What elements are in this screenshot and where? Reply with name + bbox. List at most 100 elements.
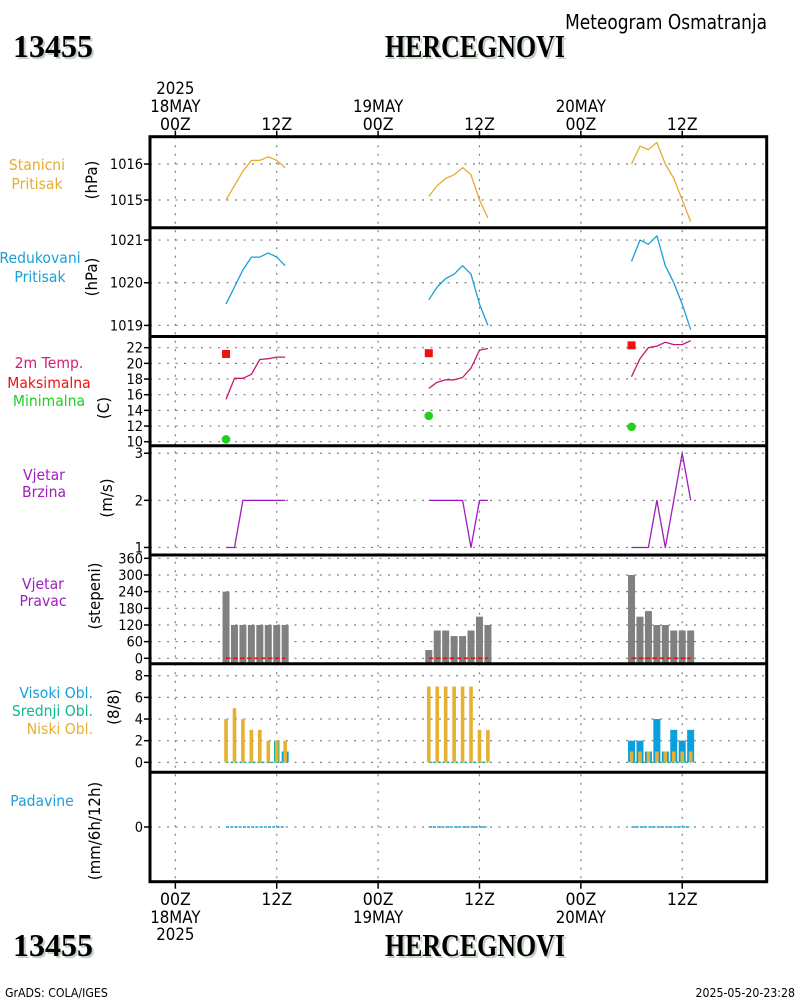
year-label-bottom: 2025 [156,924,194,944]
time-tick-label-bottom: 00Z [160,889,191,909]
y-tick-label: 60 [126,634,143,651]
panel-label: Niski Obl. [27,722,93,738]
y-tick-label: 1 [135,540,143,557]
bar-vjetar-pravac [670,630,678,664]
panel-unit-label: (hPa) [83,258,101,297]
generation-timestamp: 2025-05-20-23:28 [695,985,795,1000]
bar-vjetar-pravac [230,624,238,664]
y-tick-label: 300 [118,567,143,584]
bar-vjetar-pravac [475,616,483,664]
bar-vjetar-pravac [425,649,433,664]
series-line-segment [630,235,692,330]
y-tick-label: 2 [135,493,143,510]
bar-niski-obl- [232,708,237,763]
time-tick-label-top: 12Z [464,114,495,134]
panel-label: Brzina [22,485,66,501]
panel-label: 2m Temp. [15,356,84,372]
panel-label: Padavine [10,794,74,810]
bar-vjetar-pravac [687,630,695,664]
series-line-segment [630,340,691,377]
time-tick-label-bottom: 12Z [464,889,495,909]
date-label-top: 19MAY [353,96,403,116]
panel-unit-label: (stepeni) [86,563,104,630]
date-label-top: 20MAY [556,96,606,116]
min-temp-marker [627,422,636,432]
bar-niski-obl- [680,751,685,763]
date-label-bottom: 20MAY [556,907,606,927]
station-name-shadow: HERCEGNOVI [387,32,567,67]
bar-vjetar-pravac [273,624,281,664]
panel-label: Minimalna [13,394,85,410]
y-tick-label: 4 [135,711,143,728]
footer-station-name-shadow: HERCEGNOVI [387,931,567,966]
y-tick-label: 1021 [110,233,143,250]
y-tick-label: 0 [135,819,143,836]
date-label-bottom: 18MAY [150,907,200,927]
y-tick-label: 22 [126,340,143,357]
grads-credit: GrADS: COLA/IGES [5,985,108,1000]
time-tick-label-top: 00Z [565,114,596,134]
bar-visoki-obl- [687,729,695,763]
bar-vjetar-pravac [484,624,492,664]
panel-unit-label: (m/s) [98,478,116,517]
bar-vjetar-pravac [264,624,272,664]
bar-visoki-obl- [670,729,678,763]
panel-unit-label: (8/8) [105,689,123,725]
year-label-top: 2025 [156,78,194,98]
chart-title: Meteogram Osmatranja [565,12,767,35]
max-temp-marker [222,349,231,358]
footer-station-id-shadow: 13455 [15,929,95,965]
date-label-bottom: 19MAY [353,907,403,927]
y-tick-label: 240 [118,584,143,601]
panel-label: Vjetar [23,468,65,484]
y-tick-label: 2 [135,733,143,750]
bar-niski-obl- [646,751,651,763]
axis-layer: 00Z00Z18MAY18MAY2025202512Z12Z00Z00Z19MA… [0,78,698,944]
panel-label: Pravac [19,594,66,610]
frame-layer [148,135,769,884]
time-tick-label-top: 12Z [261,114,292,134]
series-line-segment [225,156,286,201]
time-tick-label-top: 00Z [160,114,191,134]
bar-vjetar-pravac [636,616,644,664]
y-tick-label: 0 [135,651,143,668]
panel-label: Pritisak [14,270,66,286]
min-temp-marker [424,411,434,421]
bar-niski-obl- [486,729,490,763]
panel-label: Stanicni [9,158,65,174]
time-tick-label-bottom: 12Z [667,889,698,909]
bar-niski-obl- [241,719,245,763]
y-tick-label: 360 [118,551,143,568]
series-line-segment [630,141,692,222]
bar-niski-obl- [671,751,676,763]
bar-niski-obl- [258,729,262,763]
bar-niski-obl- [629,751,634,763]
time-tick-label-bottom: 00Z [565,889,596,909]
series-line-segment [225,356,286,400]
series-line-segment [225,252,286,305]
bar-vjetar-pravac [678,630,686,664]
bar-niski-obl- [655,751,659,763]
plot-layer [221,141,695,828]
panel-label: Vjetar [22,577,64,593]
time-tick-label-top: 12Z [667,114,698,134]
series-line-segment [226,499,286,549]
panel-label: Pritisak [11,177,63,193]
panel-label: Redukovani [0,251,81,267]
bar-vjetar-pravac [653,624,661,664]
bar-niski-obl- [283,740,287,763]
station-id: 13455 [13,28,93,64]
y-tick-label: 6 [135,690,143,707]
y-tick-label: 3 [135,446,143,463]
bar-niski-obl- [443,686,448,763]
bar-vjetar-pravac [467,630,475,664]
bar-niski-obl- [477,729,482,763]
bar-niski-obl- [460,686,465,763]
bar-niski-obl- [274,740,279,763]
bar-vjetar-pravac [256,624,264,664]
bar-vjetar-pravac [644,611,652,664]
bar-vjetar-pravac [661,624,669,664]
grid-layer [150,136,767,882]
panel-label: Maksimalna [7,376,90,392]
